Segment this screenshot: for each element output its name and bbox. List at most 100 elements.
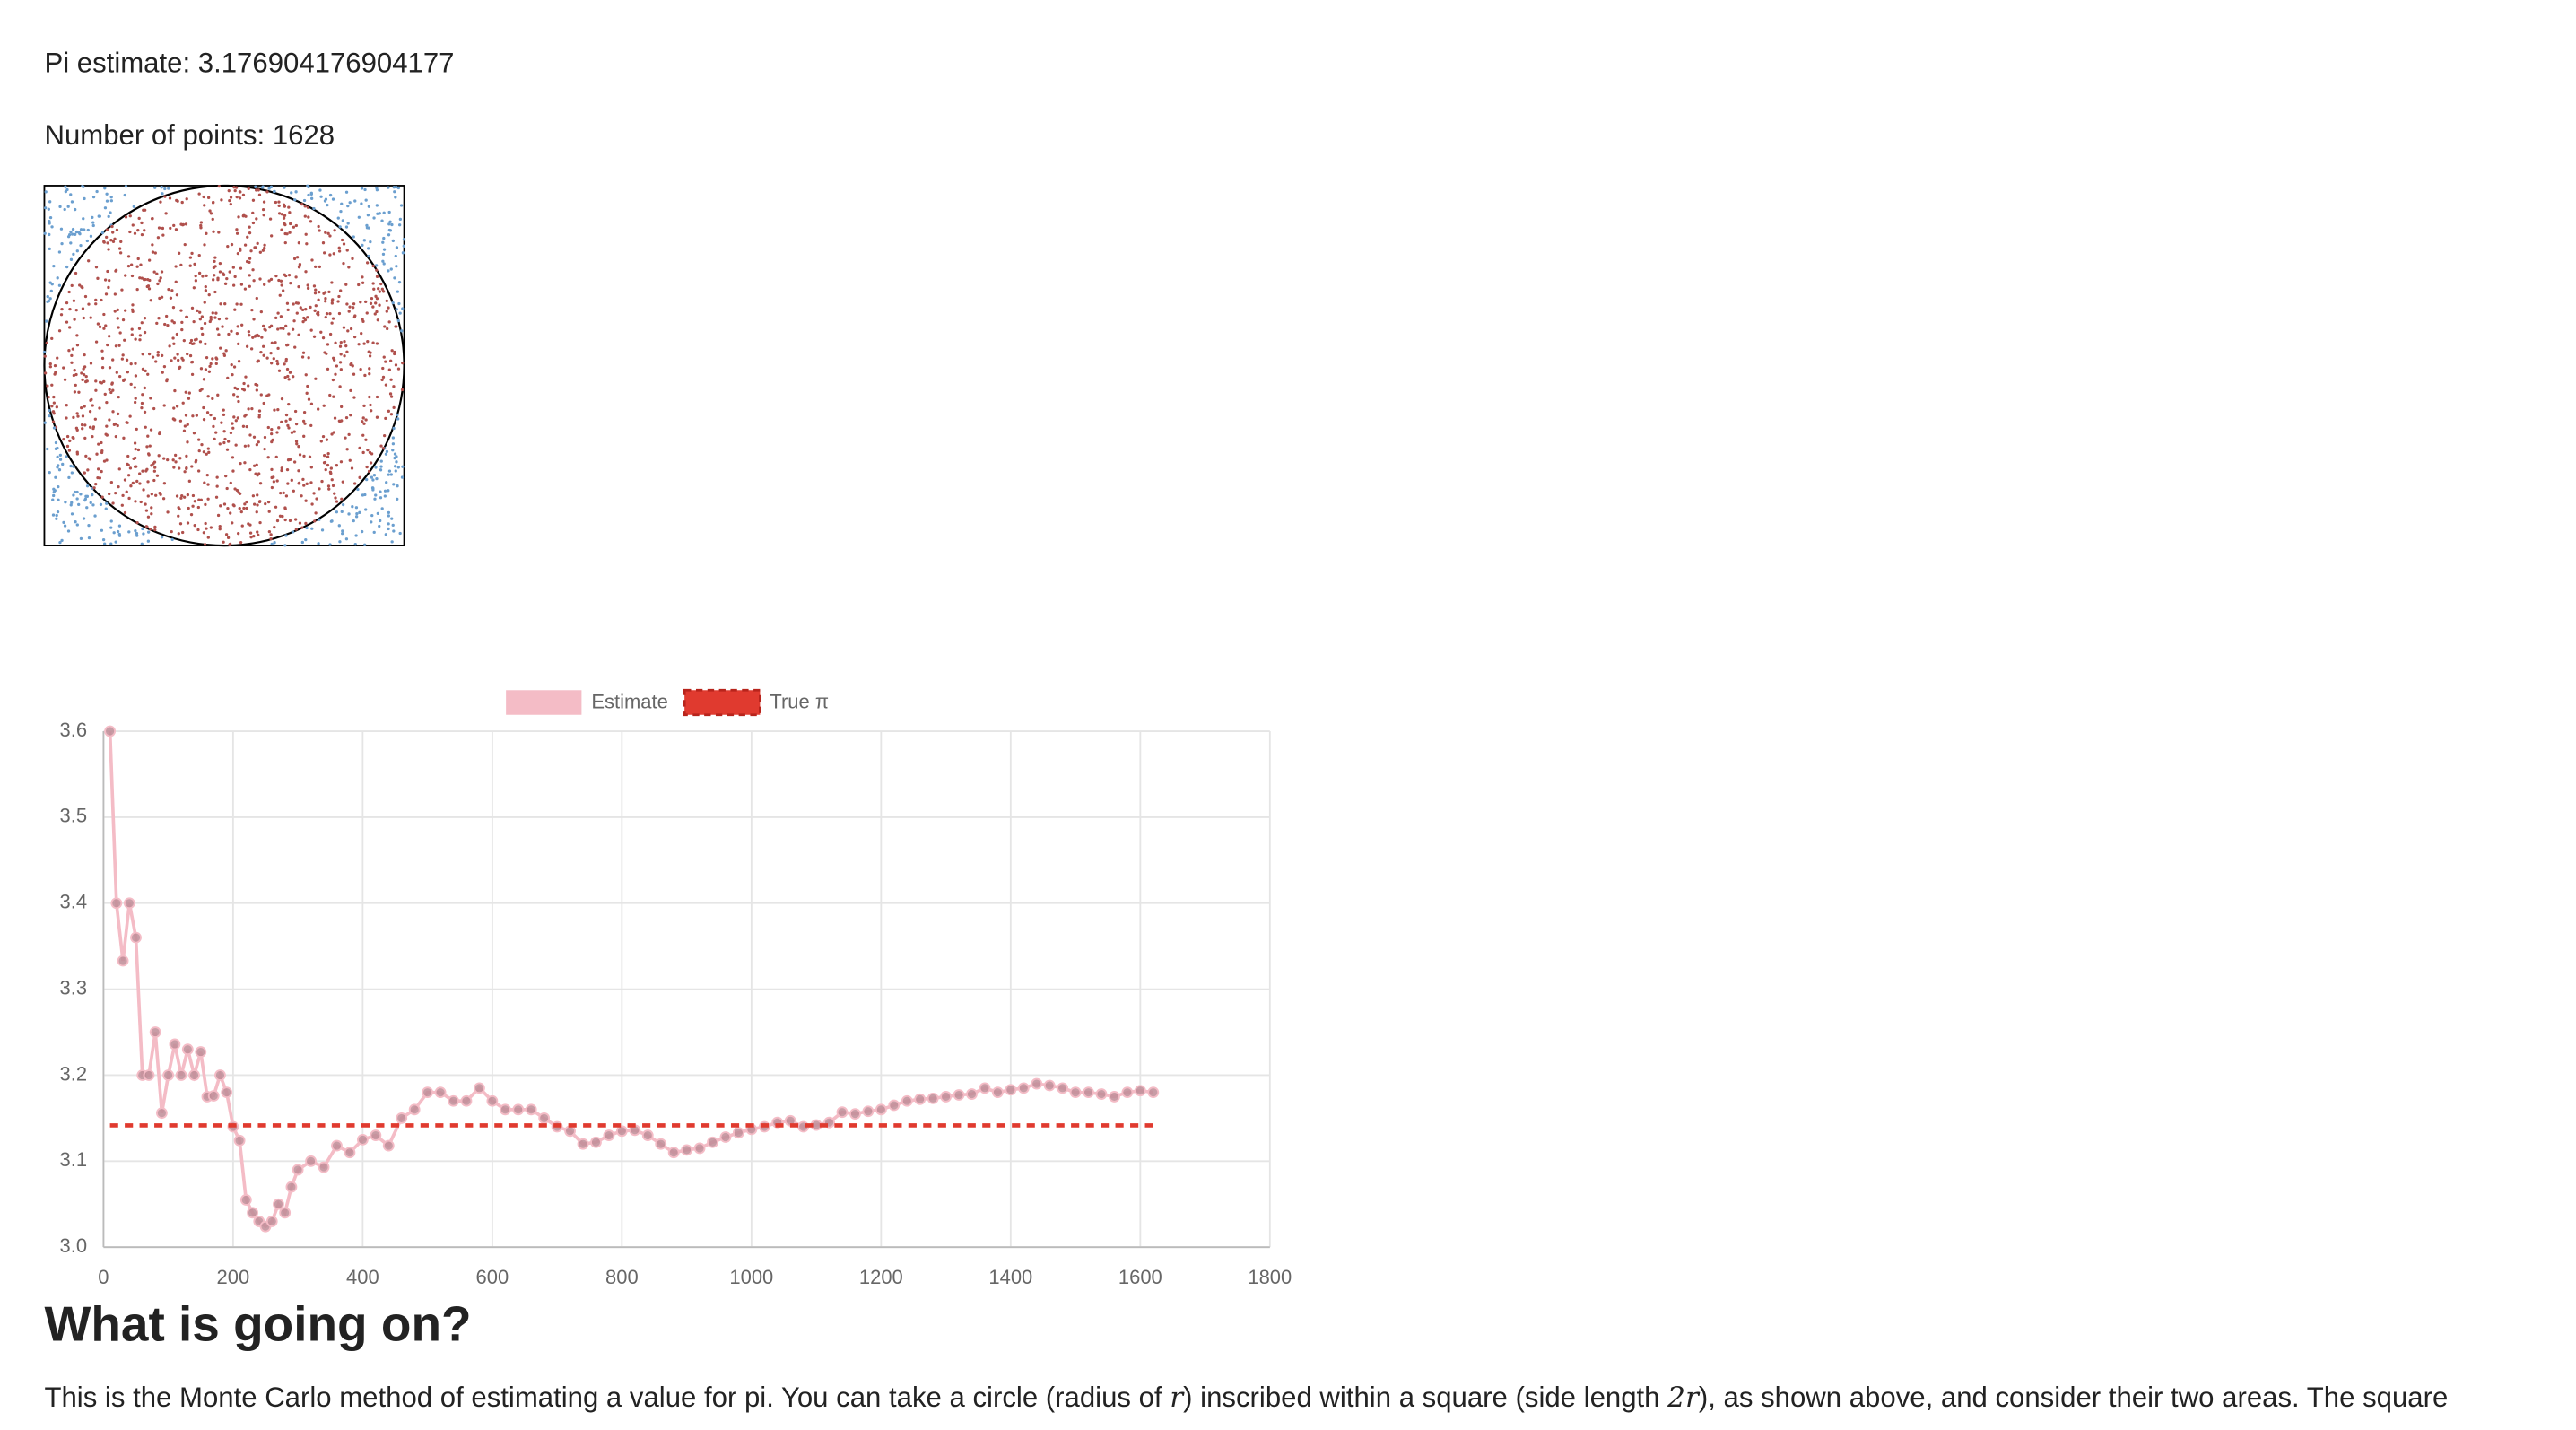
sample-point (368, 367, 371, 371)
sample-point (359, 367, 362, 371)
sample-point (174, 280, 178, 283)
point (1147, 1086, 1160, 1099)
sample-point (147, 452, 151, 456)
sample-point (387, 514, 390, 518)
sample-point (391, 301, 395, 305)
sample-point (395, 185, 398, 189)
sample-point (177, 358, 180, 362)
sample-point (392, 483, 396, 486)
sample-point (181, 530, 185, 535)
sample-point (284, 357, 288, 362)
sample-point (211, 217, 214, 222)
sample-point (382, 355, 386, 359)
sample-point (105, 433, 109, 437)
sample-point (133, 441, 137, 445)
sample-point (156, 282, 160, 286)
sample-point (152, 478, 156, 483)
sample-point (194, 458, 198, 462)
sample-point (312, 206, 316, 211)
sample-point (364, 508, 368, 511)
sample-point (198, 318, 202, 321)
sample-point (229, 481, 232, 484)
sample-point (280, 466, 283, 470)
sample-point (254, 472, 257, 475)
sample-point (224, 317, 229, 320)
sample-point (286, 308, 290, 312)
point (1031, 1077, 1043, 1090)
sample-point (196, 309, 199, 313)
sample-point (59, 313, 64, 317)
sample-point (147, 287, 152, 291)
sample-point (344, 436, 347, 440)
sample-point (83, 365, 87, 369)
sample-point (373, 497, 377, 501)
sample-point (255, 296, 258, 301)
sample-point (286, 423, 290, 428)
sample-point (292, 225, 296, 229)
sample-point (345, 249, 349, 252)
sample-point (57, 468, 62, 472)
sample-point (161, 233, 165, 237)
sample-point (245, 259, 249, 264)
sample-point (263, 447, 266, 451)
point (233, 1134, 246, 1147)
sample-point (393, 452, 397, 456)
sample-point (151, 250, 155, 254)
sample-point (280, 397, 284, 401)
sample-point (172, 321, 176, 325)
sample-point (275, 359, 279, 363)
sample-point (249, 347, 254, 351)
sample-point (51, 498, 55, 501)
sample-point (118, 374, 122, 379)
sample-point (220, 421, 223, 424)
sample-point (385, 481, 388, 484)
sample-point (369, 461, 373, 465)
point (279, 1207, 292, 1219)
sample-point (165, 314, 169, 318)
point (143, 1069, 155, 1081)
sample-point (294, 190, 298, 194)
sample-point (324, 291, 327, 294)
sample-point (295, 442, 299, 446)
sample-point (277, 204, 281, 208)
y-tick-label: 3.6 (60, 719, 88, 741)
sample-point (91, 404, 94, 407)
sample-point (48, 200, 52, 204)
sample-point (108, 492, 111, 496)
sample-point (230, 329, 233, 333)
sample-point (390, 540, 394, 544)
sample-point (170, 289, 174, 292)
sample-point (317, 542, 320, 545)
sample-point (109, 519, 113, 523)
sample-point (324, 297, 327, 301)
sample-point (287, 205, 291, 209)
sample-point (287, 378, 291, 381)
sample-point (140, 406, 144, 410)
sample-point (100, 349, 104, 353)
sample-point (211, 311, 214, 315)
sample-point (134, 448, 137, 451)
point (849, 1108, 861, 1120)
sample-point (247, 384, 250, 388)
sample-point (68, 307, 72, 311)
sample-point (192, 342, 196, 345)
sample-point (368, 354, 372, 358)
sample-point (170, 529, 173, 534)
sample-point (52, 490, 56, 494)
sample-point (307, 193, 310, 197)
sample-point (211, 201, 215, 205)
sample-point (290, 191, 293, 195)
sample-point (260, 186, 265, 189)
sample-point (328, 393, 332, 397)
sample-point (233, 386, 237, 390)
sample-point (248, 531, 253, 535)
sample-point (75, 490, 79, 494)
point (422, 1086, 434, 1099)
sample-point (280, 420, 283, 424)
sample-point (349, 388, 352, 393)
sample-point (326, 231, 330, 235)
sample-point (302, 198, 307, 203)
sample-point (396, 186, 401, 190)
sample-point (175, 494, 179, 498)
sample-point (128, 414, 132, 418)
